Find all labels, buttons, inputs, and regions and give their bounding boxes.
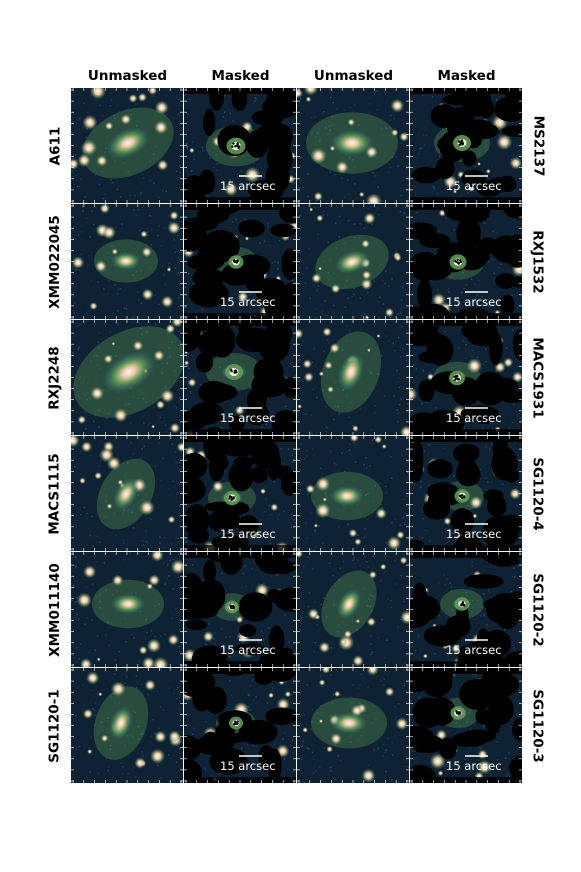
astronomical-image <box>297 552 409 667</box>
cluster-name: SG1120-4 <box>530 457 546 531</box>
astronomical-image: 15 arcsec <box>410 204 522 319</box>
cluster-name: RXJ1532 <box>530 230 546 294</box>
astronomical-image: 15 arcsec <box>184 88 296 203</box>
row-label-left: RXJ2248 <box>40 320 70 436</box>
row-label-right: SG1120-2 <box>523 552 553 668</box>
masked-image-panel: 15 arcsec <box>184 320 296 435</box>
unmasked-image-panel <box>71 320 183 435</box>
cluster-name: SG1120-3 <box>530 689 546 763</box>
scale-bar-label: 15 arcsec <box>446 295 502 309</box>
astronomical-image <box>71 320 183 435</box>
astronomical-image: 15 arcsec <box>410 436 522 551</box>
masked-image-panel: 15 arcsec <box>184 88 296 203</box>
row-label-left: MACS1115 <box>40 436 70 552</box>
column-header-1: Unmasked <box>87 68 168 84</box>
masked-image-panel: 15 arcsec <box>184 668 296 783</box>
unmasked-image-panel <box>297 668 409 783</box>
cluster-name: MACS1931 <box>530 337 546 419</box>
masked-image-panel: 15 arcsec <box>184 436 296 551</box>
cluster-name: MS2137 <box>530 115 547 177</box>
masked-image-panel: 15 arcsec <box>410 204 522 319</box>
cluster-name: A611 <box>47 126 64 166</box>
astronomical-image: 15 arcsec <box>410 552 522 667</box>
scale-bar-label: 15 arcsec <box>446 179 502 193</box>
unmasked-image-panel <box>297 552 409 667</box>
scale-bar-label: 15 arcsec <box>220 759 276 773</box>
astronomical-image <box>297 668 409 783</box>
masked-image-panel: 15 arcsec <box>410 88 522 203</box>
row-label-right: RXJ1532 <box>523 204 553 320</box>
cluster-name: SG1120-2 <box>530 573 546 647</box>
astronomical-image: 15 arcsec <box>410 88 522 203</box>
astronomical-image: 15 arcsec <box>184 320 296 435</box>
astronomical-image: 15 arcsec <box>410 668 522 783</box>
unmasked-image-panel <box>71 552 183 667</box>
row-label-right: MS2137 <box>523 88 553 204</box>
astronomical-image: 15 arcsec <box>184 204 296 319</box>
row-label-right: SG1120-3 <box>523 668 553 784</box>
scale-bar-label: 15 arcsec <box>220 643 276 657</box>
astronomical-image <box>297 320 409 435</box>
astronomical-image: 15 arcsec <box>410 320 522 435</box>
column-header-3: Unmasked <box>313 68 394 84</box>
row-label-right: SG1120-4 <box>523 436 553 552</box>
cluster-name: SG1120-1 <box>47 689 63 763</box>
masked-image-panel: 15 arcsec <box>410 668 522 783</box>
unmasked-image-panel <box>71 436 183 551</box>
masked-image-panel: 15 arcsec <box>410 320 522 435</box>
astronomical-image <box>71 436 183 551</box>
cluster-name: XMM022045 <box>47 215 64 309</box>
row-label-left: A611 <box>40 88 70 204</box>
astronomical-image <box>71 552 183 667</box>
astronomical-image: 15 arcsec <box>184 668 296 783</box>
cluster-name: RXJ2248 <box>47 346 63 410</box>
astronomical-image <box>297 88 409 203</box>
scale-bar-label: 15 arcsec <box>446 759 502 773</box>
masked-image-panel: 15 arcsec <box>184 204 296 319</box>
row-label-right: MACS1931 <box>523 320 553 436</box>
astronomical-image <box>71 88 183 203</box>
column-header-4: Masked <box>437 68 496 84</box>
astronomical-image <box>297 204 409 319</box>
unmasked-image-panel <box>297 320 409 435</box>
masked-image-panel: 15 arcsec <box>184 552 296 667</box>
image-grid: 15 arcsec 15 arcsec 15 arcsec 15 arcsec 15 a… <box>71 88 523 784</box>
unmasked-image-panel <box>297 436 409 551</box>
unmasked-image-panel <box>71 88 183 203</box>
scale-bar-label: 15 arcsec <box>220 295 276 309</box>
row-label-left: XMM022045 <box>40 204 70 320</box>
row-label-left: XMM011140 <box>40 552 70 668</box>
cluster-name: XMM011140 <box>47 563 64 657</box>
cluster-name: MACS1115 <box>47 453 63 535</box>
scale-bar-label: 15 arcsec <box>220 411 276 425</box>
unmasked-image-panel <box>71 668 183 783</box>
unmasked-image-panel <box>71 204 183 319</box>
astronomical-image <box>297 436 409 551</box>
scale-bar-label: 15 arcsec <box>446 411 502 425</box>
masked-image-panel: 15 arcsec <box>410 552 522 667</box>
scale-bar-label: 15 arcsec <box>446 527 502 541</box>
scale-bar-label: 15 arcsec <box>446 643 502 657</box>
column-header-2: Masked <box>211 68 270 84</box>
unmasked-image-panel <box>297 204 409 319</box>
scale-bar-label: 15 arcsec <box>220 179 276 193</box>
row-label-left: SG1120-1 <box>40 668 70 784</box>
astronomical-image: 15 arcsec <box>184 552 296 667</box>
unmasked-image-panel <box>297 88 409 203</box>
astronomical-image <box>71 668 183 783</box>
astronomical-image <box>71 204 183 319</box>
scale-bar-label: 15 arcsec <box>220 527 276 541</box>
masked-image-panel: 15 arcsec <box>410 436 522 551</box>
astronomical-image: 15 arcsec <box>184 436 296 551</box>
